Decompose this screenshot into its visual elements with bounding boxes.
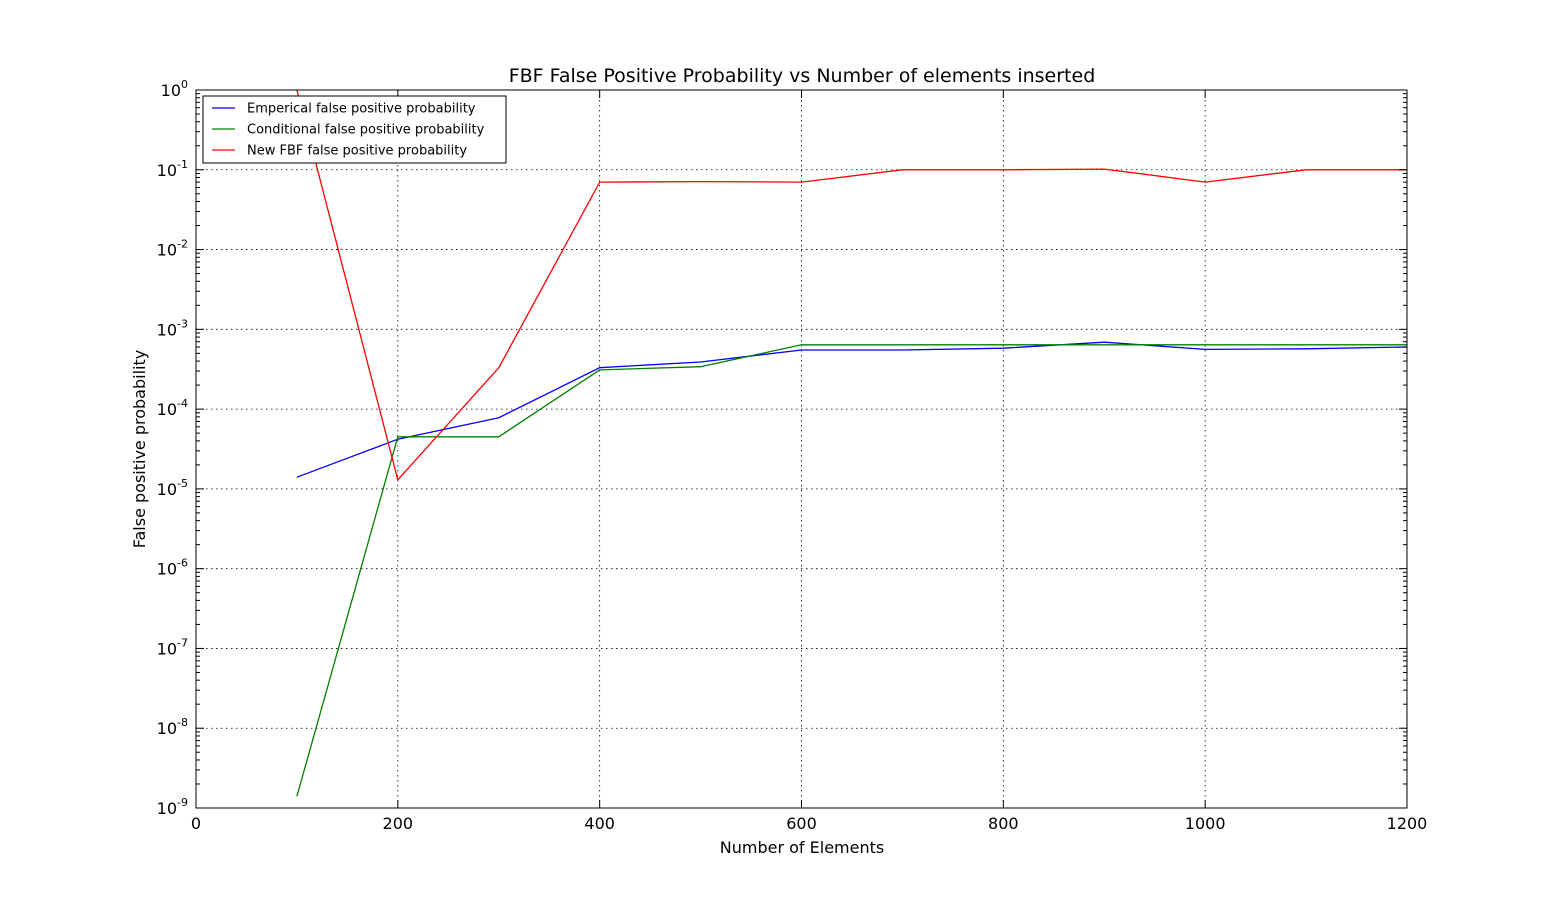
series-line <box>296 344 1407 797</box>
y-tick-label: 100 <box>161 78 188 100</box>
series-line <box>296 89 1407 482</box>
legend-entries: Emperical false positive probability Cond… <box>212 102 485 159</box>
series-lines <box>296 89 1408 797</box>
legend-label: New FBF false positive probability <box>247 144 467 159</box>
chart-title: FBF False Positive Probability vs Number… <box>509 65 1096 87</box>
x-tick-label: 1200 <box>1387 814 1428 833</box>
y-tick-label: 10-6 <box>157 557 188 579</box>
y-axis-label: False positive probability <box>130 350 149 548</box>
legend: Emperical false positive probability Cond… <box>202 95 507 164</box>
x-tick-label: 0 <box>191 814 201 833</box>
legend-box <box>202 95 507 164</box>
y-tick-label: 10-9 <box>157 796 188 818</box>
x-axis-label: Number of Elements <box>720 838 884 857</box>
legend-label: Conditional false positive probability <box>247 123 485 138</box>
grid <box>196 90 1407 808</box>
y-tick-label: 10-2 <box>157 238 188 260</box>
y-tick-label: 10-8 <box>157 716 188 738</box>
y-tick-label: 10-1 <box>157 158 188 180</box>
y-tick-label: 10-4 <box>157 397 188 419</box>
x-tick-label: 600 <box>786 814 817 833</box>
y-tick-label: 10-3 <box>157 317 188 339</box>
x-tick-label: 200 <box>383 814 414 833</box>
y-tick-label: 10-5 <box>157 477 188 499</box>
axis-ticks <box>195 89 1408 809</box>
y-tick-label: 10-7 <box>157 636 188 658</box>
x-tick-label: 1000 <box>1185 814 1226 833</box>
x-tick-labels: 0 200 400 600 800 1000 1200 <box>191 814 1427 833</box>
legend-label: Emperical false positive probability <box>247 102 476 117</box>
x-tick-label: 800 <box>988 814 1019 833</box>
series-line <box>296 341 1408 478</box>
x-tick-label: 400 <box>584 814 615 833</box>
y-tick-labels: 100 10-1 10-2 10-3 10-4 10-5 10-6 10-7 10-8 10-9 <box>157 78 188 818</box>
